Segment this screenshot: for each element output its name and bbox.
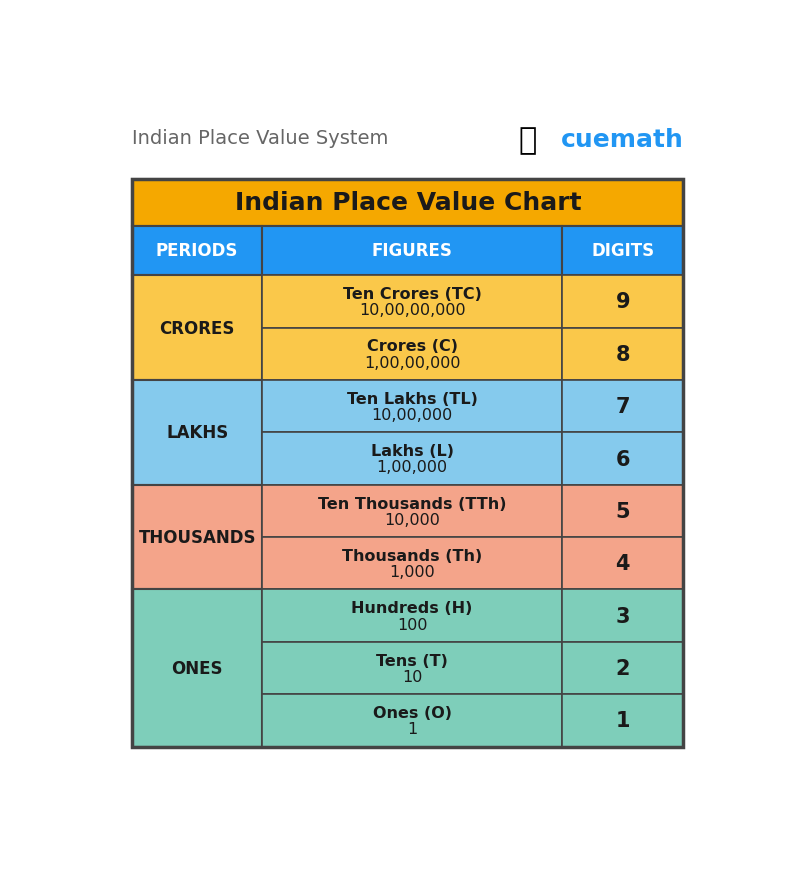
Text: Tens (T): Tens (T) [376,653,448,668]
FancyBboxPatch shape [133,226,262,276]
Text: LAKHS: LAKHS [166,424,228,442]
Text: 1: 1 [615,711,630,730]
Text: 3: 3 [615,606,630,626]
FancyBboxPatch shape [262,226,562,276]
Text: 5: 5 [615,502,630,521]
Text: ONES: ONES [171,659,223,678]
FancyBboxPatch shape [133,381,262,485]
Text: Lakhs (L): Lakhs (L) [371,443,453,459]
Text: PERIODS: PERIODS [156,242,239,260]
Text: 2: 2 [615,658,630,679]
Text: 7: 7 [615,397,630,417]
FancyBboxPatch shape [262,695,562,746]
FancyBboxPatch shape [262,537,562,590]
Text: 4: 4 [615,553,630,574]
Text: 10,00,000: 10,00,000 [371,408,453,423]
FancyBboxPatch shape [562,642,683,695]
FancyBboxPatch shape [562,226,683,276]
FancyBboxPatch shape [562,590,683,642]
Text: DIGITS: DIGITS [591,242,654,260]
FancyBboxPatch shape [562,433,683,485]
FancyBboxPatch shape [562,276,683,328]
Text: 100: 100 [397,617,427,632]
Text: 10: 10 [402,670,423,684]
FancyBboxPatch shape [262,328,562,381]
Text: 1: 1 [407,721,417,737]
FancyBboxPatch shape [562,381,683,433]
Text: 1,000: 1,000 [389,564,435,579]
Text: Hundreds (H): Hundreds (H) [352,601,472,616]
Text: 1,00,000: 1,00,000 [377,460,448,475]
Text: Crores (C): Crores (C) [367,339,457,354]
FancyBboxPatch shape [262,485,562,537]
FancyBboxPatch shape [133,485,262,590]
Text: 9: 9 [615,292,630,312]
FancyBboxPatch shape [133,590,262,746]
Text: Ten Crores (TC): Ten Crores (TC) [343,287,482,302]
Text: FIGURES: FIGURES [371,242,453,260]
FancyBboxPatch shape [562,695,683,746]
FancyBboxPatch shape [562,328,683,381]
FancyBboxPatch shape [262,276,562,328]
FancyBboxPatch shape [133,276,262,381]
Text: THOUSANDS: THOUSANDS [138,528,256,546]
FancyBboxPatch shape [262,642,562,695]
Text: Indian Place Value System: Indian Place Value System [133,129,389,148]
Text: Indian Place Value Chart: Indian Place Value Chart [235,191,581,215]
Text: Ten Thousands (TTh): Ten Thousands (TTh) [318,496,506,511]
Text: Ones (O): Ones (O) [373,705,452,721]
Text: CRORES: CRORES [160,319,235,337]
Text: 🚀: 🚀 [518,126,536,155]
FancyBboxPatch shape [262,381,562,433]
FancyBboxPatch shape [262,433,562,485]
Text: 10,000: 10,000 [384,512,440,527]
Text: 1,00,00,000: 1,00,00,000 [364,355,461,370]
FancyBboxPatch shape [262,590,562,642]
Text: 6: 6 [615,449,630,469]
Text: 8: 8 [615,344,630,365]
FancyBboxPatch shape [562,485,683,537]
FancyBboxPatch shape [562,537,683,590]
Text: Thousands (Th): Thousands (Th) [342,548,482,563]
FancyBboxPatch shape [133,180,683,226]
Text: 10,00,00,000: 10,00,00,000 [359,303,465,318]
Text: Ten Lakhs (TL): Ten Lakhs (TL) [347,392,477,407]
Text: cuemath: cuemath [561,129,684,152]
